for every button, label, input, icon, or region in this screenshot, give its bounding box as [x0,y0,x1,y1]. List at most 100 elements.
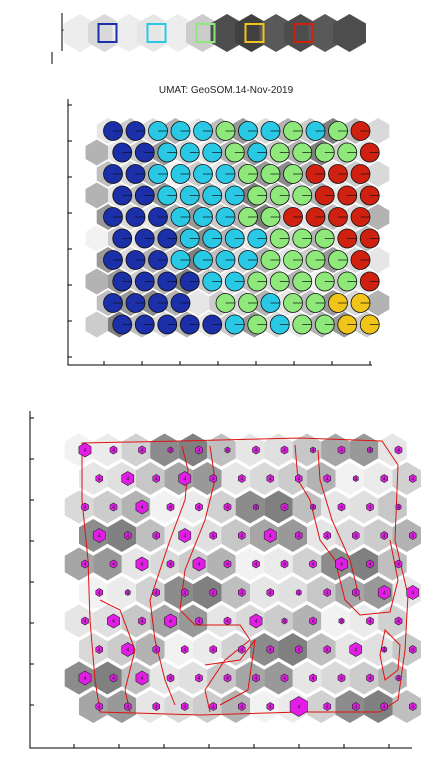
hitmap-hex-cell [292,433,322,467]
hit-marker-label: 4 [326,591,329,597]
hitmap-hex-cell [278,519,307,552]
hitmap-hex-cell [235,433,265,467]
hit-marker [381,646,388,653]
hitmap-hex-cell [292,547,322,581]
hit-marker [81,559,89,569]
hit-marker-label: 4 [198,448,201,454]
hit-marker-label: 4 [212,477,215,483]
umat-hex-cell [85,139,108,166]
hitmap-hex-cell [335,519,364,552]
hitmap-hex-cell [321,661,350,695]
hitmap-hex-cell [264,604,293,638]
hit-marker [124,589,131,596]
hitmap-hex-cell [321,604,350,638]
hit-marker-label: 4 [84,505,87,511]
hit-marker-label: 4 [326,705,329,711]
hitmap-hex-cell [392,633,421,666]
hit-marker [166,673,175,683]
hitmap-hex-cell [193,690,222,723]
hit-marker-label: 4 [326,477,329,483]
hitmap-hex-cell [178,604,208,638]
hit-marker [309,616,317,626]
hitmap-hex-cell [93,490,122,524]
hit-marker [380,474,389,483]
hit-marker [266,588,275,597]
hit-marker [337,673,346,683]
hitmap-hex-cell [278,462,307,495]
hit-marker-label: 4 [383,477,386,483]
hit-marker [209,531,217,540]
hitmap-hex-cell [392,462,421,495]
hit-marker [351,531,360,540]
hit-marker [195,445,203,455]
hit-marker-label: 4 [340,619,343,625]
hitmap-hex-cell [79,576,108,609]
umat-axes [67,99,372,366]
hit-marker-label: 4 [369,505,372,511]
hitmap-hex-cell [221,690,250,723]
hit-marker-label: 4 [112,505,115,511]
hit-marker [223,616,232,626]
hit-marker [238,588,246,597]
hit-marker-label: 4 [98,591,101,597]
cluster-contour-line [99,599,136,713]
hit-marker [152,702,160,711]
hitmap-hex-cell [121,604,151,638]
hit-marker [223,673,232,683]
hitmap-hex-cell [178,490,208,524]
hit-marker-label: 4 [169,505,172,511]
hitmap-hex-cell [107,690,136,723]
hit-marker-label: 4 [183,477,186,483]
hit-marker-label: 4 [169,619,172,625]
umat-hex-cell [366,161,390,187]
hit-marker-label: 4 [183,705,186,711]
hit-marker [367,446,373,454]
hitmap-hex-cell [364,519,393,552]
hitmap-hex-cell [150,433,179,467]
hitmap-hex-cell [364,633,393,666]
hitmap-hex-cell [250,633,279,666]
hit-marker [394,559,403,569]
hit-marker-label: 4 [226,505,229,511]
hitmap-hex-cell [335,690,364,723]
hit-marker [209,474,217,483]
hit-marker-label: 4 [112,448,115,454]
hit-marker-label: 4 [255,505,258,511]
hitmap-hex-cell [378,547,407,581]
hit-marker-label: 4 [312,448,315,454]
hitmap-hex-cell [93,661,122,695]
hit-marker-label: 4 [141,448,144,454]
hit-marker [78,442,92,458]
hit-marker-label: 4 [297,591,300,597]
hit-marker [263,528,277,543]
hit-marker [195,673,203,683]
hitmap-hex-cell [207,661,236,695]
hit-marker [238,645,246,654]
hit-marker [351,702,360,711]
hit-marker [294,645,303,654]
hit-marker-label: 4 [340,562,343,568]
cluster-boundary-contours [81,437,409,716]
hit-marker [138,616,146,626]
hit-marker [121,471,135,486]
umat-hex-cell [85,225,108,252]
hit-marker-label: 4 [369,676,372,682]
hit-marker-label: 4 [226,562,229,568]
hit-marker-label: 4 [255,676,258,682]
hit-marker-label: 4 [297,534,300,540]
umat-hex-cell [85,182,108,209]
hit-marker-label: 4 [397,505,400,511]
hit-marker [166,559,175,569]
hitmap-hex-cell [221,462,250,495]
hitmap-hex-cell [307,690,336,723]
hit-marker [310,446,316,454]
hit-marker-label: 4 [397,562,400,568]
hitmap-hex-cell [292,661,322,695]
hit-marker [195,502,203,512]
hit-marker [323,588,332,597]
hit-marker [280,502,289,512]
cluster-colorbar-panel [51,13,366,64]
colorbar-legend-square [244,23,265,43]
hit-marker [266,702,275,711]
hit-marker [152,474,160,483]
